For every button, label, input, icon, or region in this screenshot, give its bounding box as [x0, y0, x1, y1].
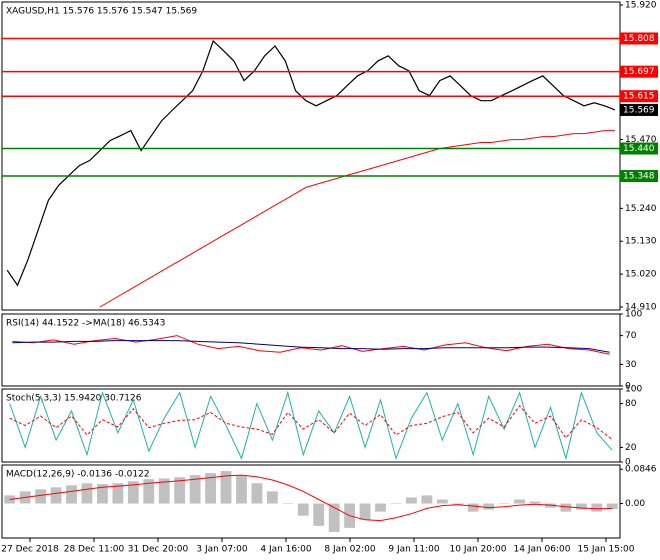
panel-frame: [1, 1, 621, 311]
y-tick-label: 0: [625, 382, 631, 392]
histogram-bar: [591, 503, 603, 512]
current-price-box: [620, 103, 658, 116]
y-tick-label: 30: [625, 360, 637, 370]
level-label: 15.808: [623, 34, 655, 44]
level-label: 15.697: [623, 67, 655, 77]
histogram-bar: [143, 479, 155, 504]
histogram-bar: [529, 501, 541, 504]
series-line: [9, 390, 613, 461]
x-tick-label: 27 Dec 2018: [1, 545, 59, 555]
level-label-box: [620, 170, 658, 183]
histogram-bar: [514, 499, 525, 504]
histogram-bar: [112, 483, 124, 504]
histogram-bar: [313, 503, 325, 526]
histogram-bar: [606, 503, 618, 510]
x-tick-label: 8 Jan 02:00: [324, 545, 376, 555]
panel-frame: [1, 388, 621, 463]
level-label-box: [620, 90, 658, 103]
histogram-bar: [236, 475, 247, 504]
histogram-bar: [189, 475, 201, 504]
histogram-bar: [50, 487, 62, 504]
y-tick-label: 15.470: [625, 135, 657, 145]
histogram-bar: [266, 491, 278, 504]
y-tick-label: 15.920: [625, 0, 657, 10]
histogram-bar: [282, 503, 294, 505]
histogram-bar: [205, 473, 216, 504]
histogram-bar: [66, 485, 77, 504]
histogram-bar: [560, 503, 572, 512]
series-line: [9, 405, 613, 440]
y-tick-label: 15.020: [625, 270, 657, 280]
panel-frame: [1, 464, 621, 539]
y-tick-label: 14.910: [625, 303, 657, 313]
level-label-box: [620, 32, 658, 45]
series-line: [6, 39, 616, 287]
histogram-bar: [220, 471, 232, 504]
histogram-bar: [575, 503, 587, 510]
y-tick-label: 80: [625, 399, 637, 409]
panel-title: RSI(14) 44.1522 ->MA(18) 46.5343: [6, 319, 165, 329]
x-tick-label: 14 Jan 06:00: [514, 545, 571, 555]
histogram-bar: [436, 499, 448, 504]
x-tick-label: 28 Dec 11:00: [64, 545, 125, 555]
level-label-box: [620, 65, 658, 78]
panel-title: XAGUSD,H1 15.576 15.576 15.547 15.569: [6, 7, 197, 17]
histogram-bar: [297, 503, 309, 516]
histogram-bar: [174, 477, 186, 504]
histogram-bar: [406, 497, 417, 504]
y-tick-label: 100: [625, 310, 642, 320]
histogram-bar: [158, 478, 170, 504]
y-tick-label: 70: [625, 331, 637, 341]
histogram-bar: [390, 503, 402, 505]
y-tick-label: 0.0846: [625, 465, 657, 475]
histogram-bar: [35, 489, 47, 504]
histogram-bar: [467, 503, 479, 512]
x-tick-label: 31 Dec 20:00: [128, 545, 189, 555]
series-line: [12, 335, 610, 355]
histogram-bar: [81, 483, 93, 504]
series-line: [99, 130, 615, 308]
histogram-bar: [127, 481, 139, 504]
level-label: 15.615: [623, 92, 655, 102]
series-line: [9, 474, 613, 522]
x-tick-label: 15 Jan 15:00: [578, 545, 635, 555]
histogram-bar: [359, 503, 371, 520]
level-label: 15.348: [623, 172, 655, 182]
y-tick-label: 15.240: [625, 204, 657, 214]
level-label-box: [620, 142, 658, 155]
y-tick-label: 15.130: [625, 237, 657, 247]
panel-title: Stoch(5,3,3) 15.9420 30.7126: [6, 394, 142, 404]
histogram-bar: [498, 503, 510, 505]
y-tick-label: 100: [625, 385, 642, 395]
histogram-bar: [251, 483, 263, 504]
y-tick-label: 0.00: [625, 499, 645, 509]
panel-frame: [1, 313, 621, 387]
current-price-label: 15.569: [623, 105, 655, 115]
histogram-bar: [421, 495, 433, 504]
level-label: 15.440: [623, 144, 655, 154]
histogram-bar: [97, 484, 108, 504]
panel-title: MACD(12,26,9) -0.0136 -0.0122: [6, 470, 150, 480]
series-line: [12, 340, 610, 353]
histogram-bar: [483, 503, 495, 510]
histogram-bar: [375, 503, 386, 512]
histogram-bar: [328, 503, 340, 532]
x-tick-label: 3 Jan 07:00: [196, 545, 248, 555]
x-tick-label: 10 Jan 20:00: [450, 545, 507, 555]
y-tick-label: 20: [625, 443, 637, 453]
x-tick-label: 9 Jan 11:00: [388, 545, 440, 555]
y-tick-label: 0: [625, 458, 631, 468]
x-tick-label: 4 Jan 16:00: [260, 545, 312, 555]
